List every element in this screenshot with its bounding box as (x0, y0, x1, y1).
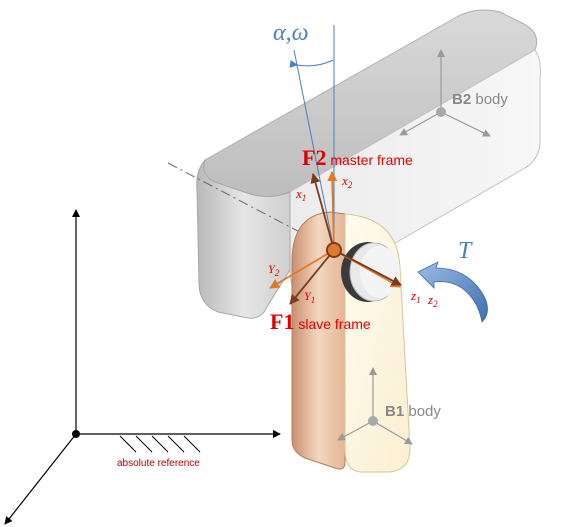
b2-body (196, 9, 541, 319)
b1-body-label: B1 body (385, 403, 441, 420)
b1-body-origin (368, 416, 378, 426)
absolute-reference-axes (4, 209, 281, 525)
absolute-reference-origin (72, 430, 80, 438)
torque-label: T (458, 238, 473, 264)
x1-axis-label: x1 (295, 186, 306, 203)
z1-axis-label: z1 (410, 288, 421, 305)
y1-axis-label: Y1 (304, 289, 315, 305)
absolute-reference-label: absolute reference (117, 458, 200, 469)
y2-axis-label: Y2 (268, 262, 280, 278)
torque-arrow (417, 261, 488, 323)
f1-slave-frame-axes (289, 173, 402, 305)
b1-body-axes (337, 367, 413, 445)
angle-indicator (289, 25, 335, 251)
b2-body-origin (436, 107, 446, 117)
ground-hatch (119, 435, 201, 453)
x2-axis-label: x2 (341, 173, 353, 190)
b2-body-axes (399, 49, 491, 137)
angle-label: α,ω (273, 20, 309, 46)
z2-axis-label: z2 (427, 292, 438, 309)
b2-body-label: B2 body (452, 91, 508, 108)
joint-origin (326, 242, 342, 258)
f1-slave-frame-label: F1 slave frame (270, 309, 371, 334)
f2-master-frame-label: F2 master frame (302, 145, 413, 170)
